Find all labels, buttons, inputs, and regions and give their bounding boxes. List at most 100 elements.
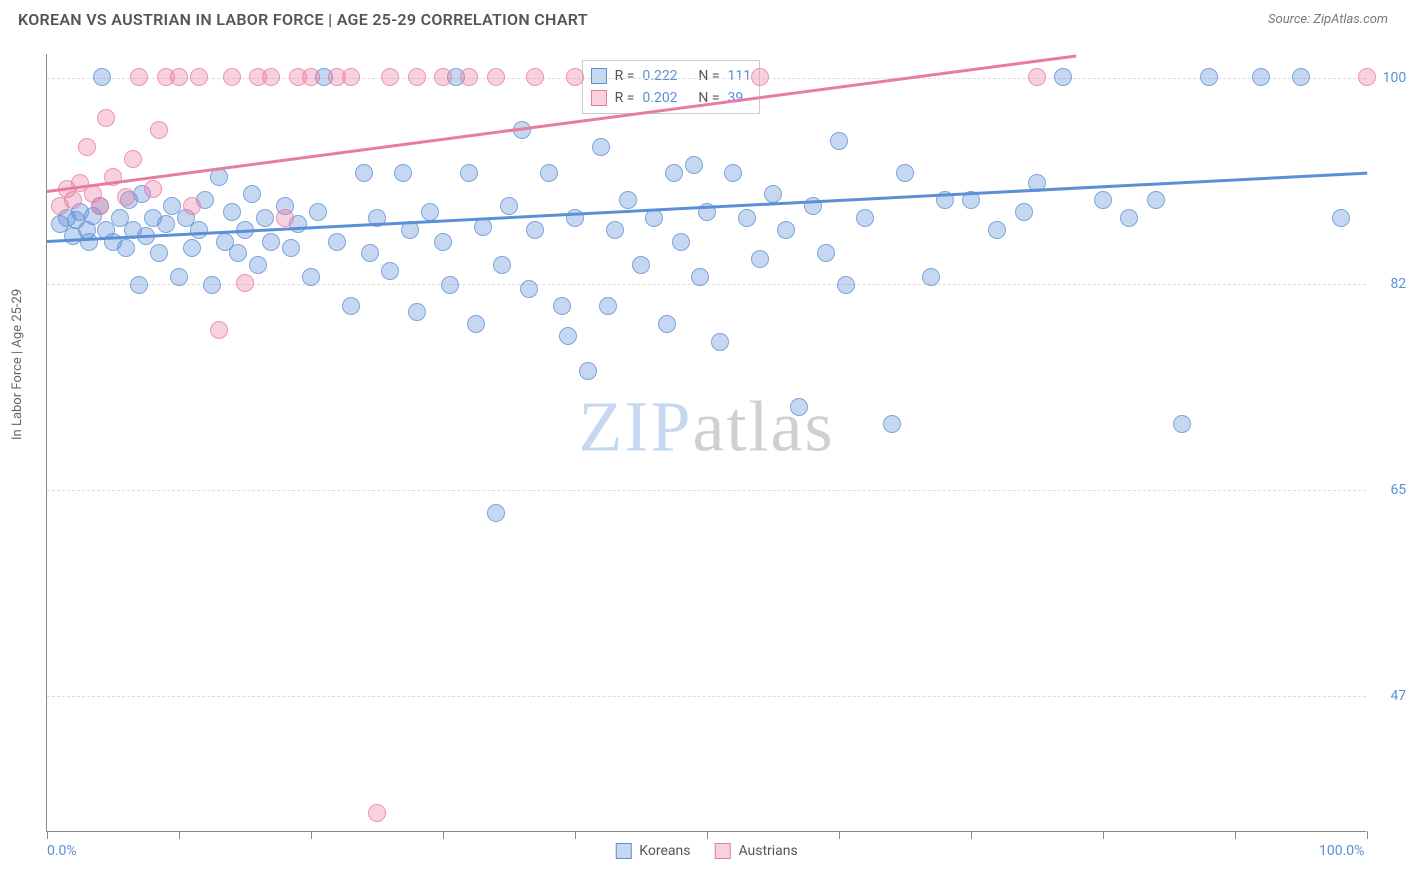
scatter-point <box>210 321 228 339</box>
scatter-point <box>579 362 597 380</box>
scatter-point <box>487 504 505 522</box>
scatter-point <box>434 233 452 251</box>
scatter-point <box>302 68 320 86</box>
legend-n-label: N = <box>698 68 719 84</box>
scatter-point <box>124 150 142 168</box>
legend-series-name: Koreans <box>639 843 690 859</box>
scatter-point <box>751 68 769 86</box>
legend-r-value: 0.202 <box>642 90 690 106</box>
scatter-point <box>553 297 571 315</box>
scatter-point <box>520 280 538 298</box>
x-tick <box>311 831 312 839</box>
scatter-point <box>922 268 940 286</box>
y-axis-label: In Labor Force | Age 25-29 <box>10 289 25 440</box>
y-tick-label: 82.5% <box>1390 276 1406 292</box>
trend-line <box>47 172 1367 243</box>
scatter-point <box>1015 203 1033 221</box>
legend-n-value: 111 <box>728 68 752 84</box>
scatter-point <box>130 68 148 86</box>
scatter-point <box>78 138 96 156</box>
scatter-point <box>183 197 201 215</box>
legend-r-label: R = <box>615 90 635 106</box>
scatter-point <box>328 233 346 251</box>
scatter-point <box>1358 68 1376 86</box>
scatter-point <box>408 68 426 86</box>
scatter-point <box>236 274 254 292</box>
scatter-point <box>434 68 452 86</box>
scatter-point <box>309 203 327 221</box>
scatter-point <box>80 233 98 251</box>
scatter-point <box>342 297 360 315</box>
scatter-point <box>421 203 439 221</box>
scatter-point <box>381 262 399 280</box>
scatter-point <box>711 333 729 351</box>
scatter-point <box>685 156 703 174</box>
scatter-point <box>117 188 135 206</box>
scatter-point <box>1292 68 1310 86</box>
watermark-pre: ZIP <box>579 386 693 466</box>
scatter-point <box>691 268 709 286</box>
scatter-point <box>223 68 241 86</box>
scatter-point <box>526 68 544 86</box>
legend-item: Austrians <box>714 843 797 859</box>
legend-item: Koreans <box>615 843 690 859</box>
scatter-point <box>355 164 373 182</box>
x-tick <box>1235 831 1236 839</box>
legend-swatch <box>591 90 607 106</box>
scatter-point <box>493 256 511 274</box>
scatter-point <box>183 239 201 257</box>
scatter-point <box>381 68 399 86</box>
scatter-point <box>460 164 478 182</box>
scatter-point <box>566 68 584 86</box>
scatter-point <box>243 185 261 203</box>
scatter-point <box>93 68 111 86</box>
chart-plot-area: ZIPatlas R =0.222N =111R =0.202N =39 Kor… <box>46 54 1366 832</box>
scatter-point <box>394 164 412 182</box>
scatter-point <box>645 209 663 227</box>
scatter-point <box>592 138 610 156</box>
gridline-h <box>47 78 1366 79</box>
scatter-point <box>1252 68 1270 86</box>
scatter-point <box>170 268 188 286</box>
scatter-point <box>408 303 426 321</box>
scatter-point <box>474 218 492 236</box>
scatter-point <box>262 68 280 86</box>
x-tick <box>839 831 840 839</box>
scatter-point <box>97 109 115 127</box>
scatter-point <box>856 209 874 227</box>
scatter-point <box>342 68 360 86</box>
scatter-point <box>738 209 756 227</box>
scatter-point <box>190 221 208 239</box>
correlation-legend: R =0.222N =111R =0.202N =39 <box>582 60 761 114</box>
scatter-point <box>1173 415 1191 433</box>
scatter-point <box>790 398 808 416</box>
scatter-point <box>460 68 478 86</box>
scatter-point <box>724 164 742 182</box>
legend-r-value: 0.222 <box>642 68 690 84</box>
scatter-point <box>665 164 683 182</box>
scatter-point <box>1054 68 1072 86</box>
scatter-point <box>599 297 617 315</box>
scatter-point <box>1200 68 1218 86</box>
scatter-point <box>830 132 848 150</box>
x-tick <box>1367 831 1368 839</box>
scatter-point <box>526 221 544 239</box>
watermark-post: atlas <box>693 386 835 466</box>
scatter-point <box>764 185 782 203</box>
scatter-point <box>817 244 835 262</box>
x-tick <box>707 831 708 839</box>
legend-r-label: R = <box>615 68 635 84</box>
scatter-point <box>883 415 901 433</box>
scatter-point <box>276 209 294 227</box>
scatter-point <box>658 315 676 333</box>
x-tick <box>47 831 48 839</box>
scatter-point <box>130 276 148 294</box>
scatter-point <box>117 239 135 257</box>
x-tick <box>1103 831 1104 839</box>
y-tick-label: 100.0% <box>1383 70 1406 86</box>
x-tick <box>179 831 180 839</box>
scatter-point <box>988 221 1006 239</box>
scatter-point <box>1028 68 1046 86</box>
x-tick <box>443 831 444 839</box>
y-tick-label: 65.0% <box>1390 482 1406 498</box>
